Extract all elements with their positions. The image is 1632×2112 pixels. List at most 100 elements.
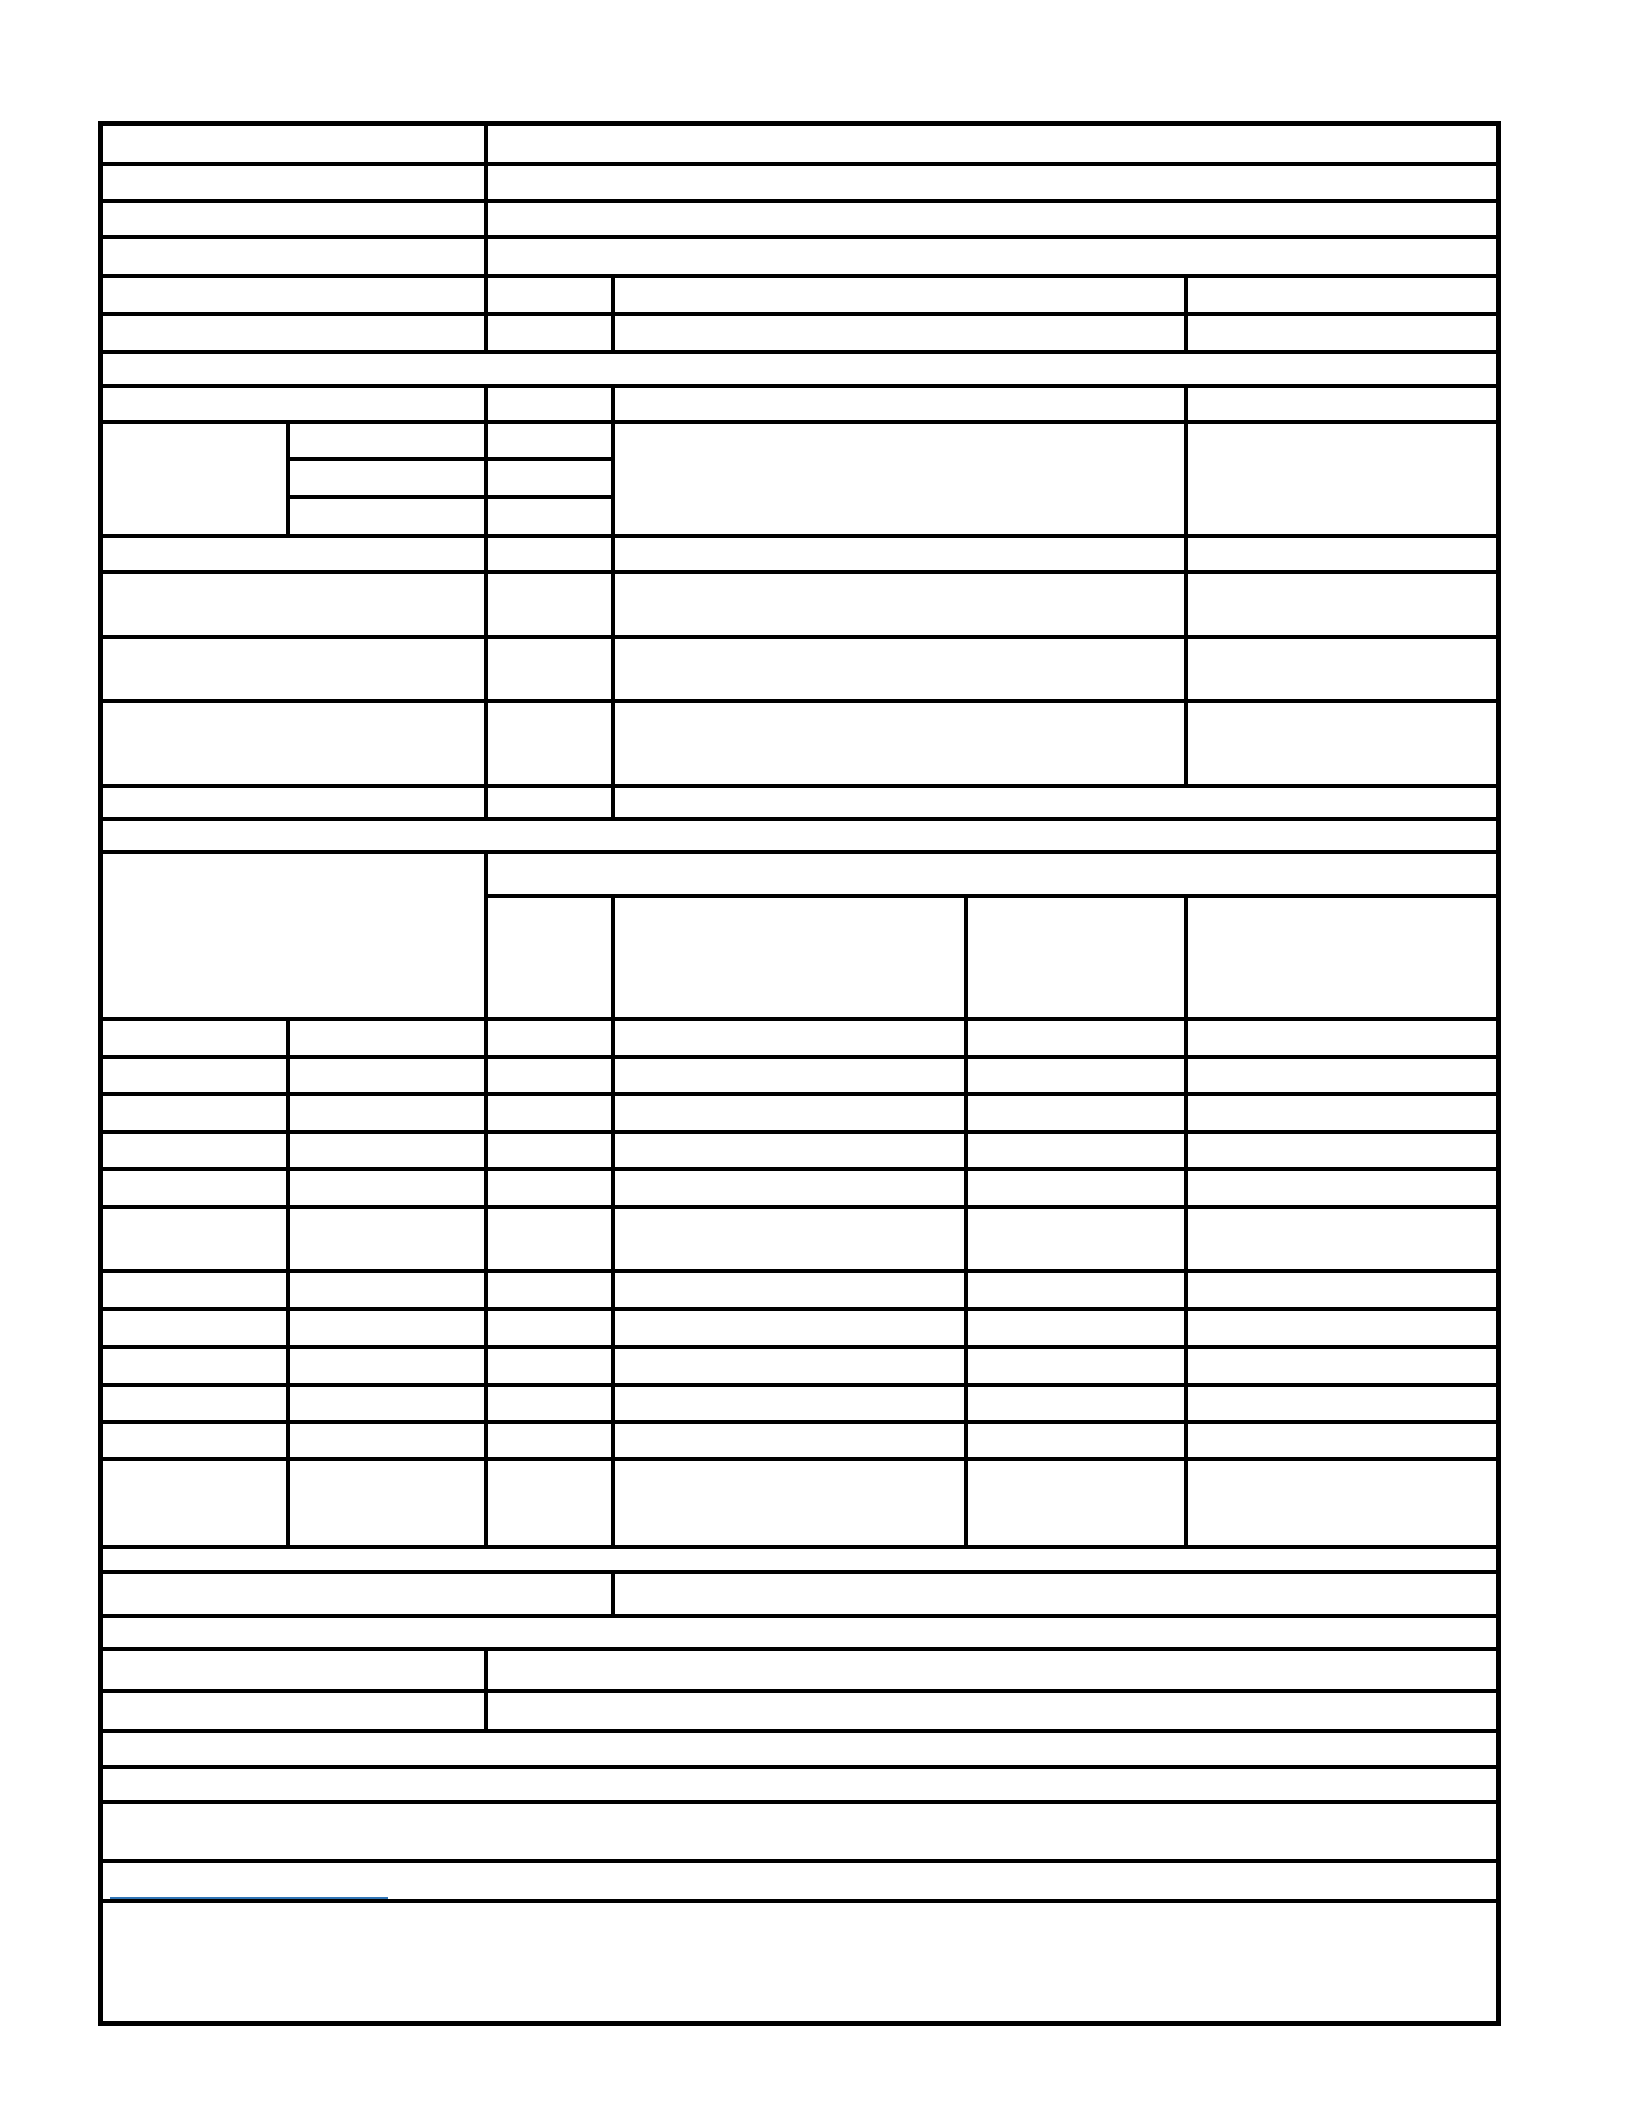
table-cell: [1188, 1209, 1496, 1269]
spec-row-tall: [103, 1461, 1496, 1549]
blank-form-table: [98, 121, 1501, 2026]
table-cell: [488, 1273, 615, 1307]
table-cell: [1188, 316, 1496, 350]
table-row: [103, 166, 1496, 203]
table-cell: [615, 1209, 968, 1269]
table-cell: [103, 1424, 290, 1457]
table-cell: [290, 1387, 488, 1420]
spec-row: [103, 1171, 1496, 1209]
table-cell: [1188, 898, 1496, 1017]
table-row: [103, 538, 1496, 574]
table-cell: [1188, 1059, 1496, 1092]
table-cell: [103, 574, 488, 635]
table-cell: [103, 1209, 290, 1269]
table-cell: [1188, 1096, 1496, 1130]
table-cell: [290, 1424, 488, 1457]
table-row: [103, 788, 1496, 821]
separator-row: [103, 354, 1496, 388]
table-row: [103, 1733, 1496, 1769]
table-cell: [615, 388, 1188, 420]
table-cell: [488, 1209, 615, 1269]
table-cell: [290, 461, 484, 499]
spec-row: [103, 1273, 1496, 1311]
table-cell: [488, 126, 1496, 162]
table-cell: [615, 703, 1188, 784]
table-cell: [968, 1461, 1188, 1545]
table-cell: [968, 1134, 1188, 1167]
spec-row-tall: [103, 1209, 1496, 1273]
table-cell: [615, 316, 1188, 350]
table-cell: [488, 203, 1496, 235]
table-cell: [615, 1059, 968, 1092]
table-cell: [290, 1461, 488, 1545]
table-cell: [290, 1021, 488, 1055]
table-row: [103, 278, 1496, 316]
spec-row: [103, 1349, 1496, 1387]
spec-row: [103, 1096, 1496, 1134]
table-cell: [488, 461, 611, 499]
table-cell: [968, 1059, 1188, 1092]
table-row: [103, 1574, 1496, 1618]
table-cell: [1188, 538, 1496, 570]
table-cell: [615, 1273, 968, 1307]
table-cell: [103, 424, 290, 534]
table-cell: [103, 203, 488, 235]
table-cell: [968, 1311, 1188, 1345]
table-cell: [290, 1349, 488, 1383]
table-cell: [968, 1209, 1188, 1269]
table-cell: [968, 1096, 1188, 1130]
table-cell: [615, 1311, 968, 1345]
table-row: [103, 126, 1496, 166]
spec-row: [103, 1059, 1496, 1096]
table-cell: [615, 1461, 968, 1545]
table-cell: [103, 239, 488, 274]
table-cell: [488, 239, 1496, 274]
table-row: [103, 1804, 1496, 1863]
table-subcolumn: [290, 424, 488, 534]
table-row: [103, 1651, 1496, 1693]
table-cell: [103, 278, 488, 312]
table-cell: [968, 1171, 1188, 1205]
table-cell: [968, 1349, 1188, 1383]
table-cell: [615, 424, 1188, 534]
table-cell: [488, 499, 611, 534]
table-row: [103, 574, 1496, 639]
table-cell: [615, 1424, 968, 1457]
table-cell: [615, 1387, 968, 1420]
footer-hyperlink[interactable]: [110, 1885, 388, 1899]
table-cell: [103, 316, 488, 350]
table-cell: [1188, 388, 1496, 420]
table-cell: [290, 1311, 488, 1345]
table-cell: [615, 1349, 968, 1383]
table-row: [103, 639, 1496, 703]
table-cell: [103, 538, 488, 570]
table-cell: [103, 788, 488, 817]
table-subrow: [488, 898, 1496, 1017]
table-cell: [488, 1134, 615, 1167]
table-cell: [1188, 1311, 1496, 1345]
table-cell: [103, 1349, 290, 1383]
spec-row: [103, 1424, 1496, 1461]
table-cell: [103, 1273, 290, 1307]
table-cell: [1188, 1387, 1496, 1420]
table-cell: [488, 1387, 615, 1420]
table-row: [103, 1618, 1496, 1651]
table-cell: [488, 1349, 615, 1383]
footer-link-row: [103, 1863, 1496, 1903]
table-cell: [488, 1693, 1496, 1729]
table-cell: [103, 126, 488, 162]
table-cell: [968, 1387, 1188, 1420]
table-cell: [103, 1387, 290, 1420]
table-cell: [615, 574, 1188, 635]
table-row: [103, 203, 1496, 239]
table-cell: [615, 639, 1188, 699]
table-row: [103, 1693, 1496, 1733]
table-cell: [290, 499, 484, 534]
table-cell: [103, 639, 488, 699]
table-cell: [488, 424, 611, 461]
table-cell: [103, 1693, 488, 1729]
table-cell: [103, 1059, 290, 1092]
table-cell: [1188, 1134, 1496, 1167]
table-cell: [1188, 278, 1496, 312]
table-cell: [968, 1021, 1188, 1055]
